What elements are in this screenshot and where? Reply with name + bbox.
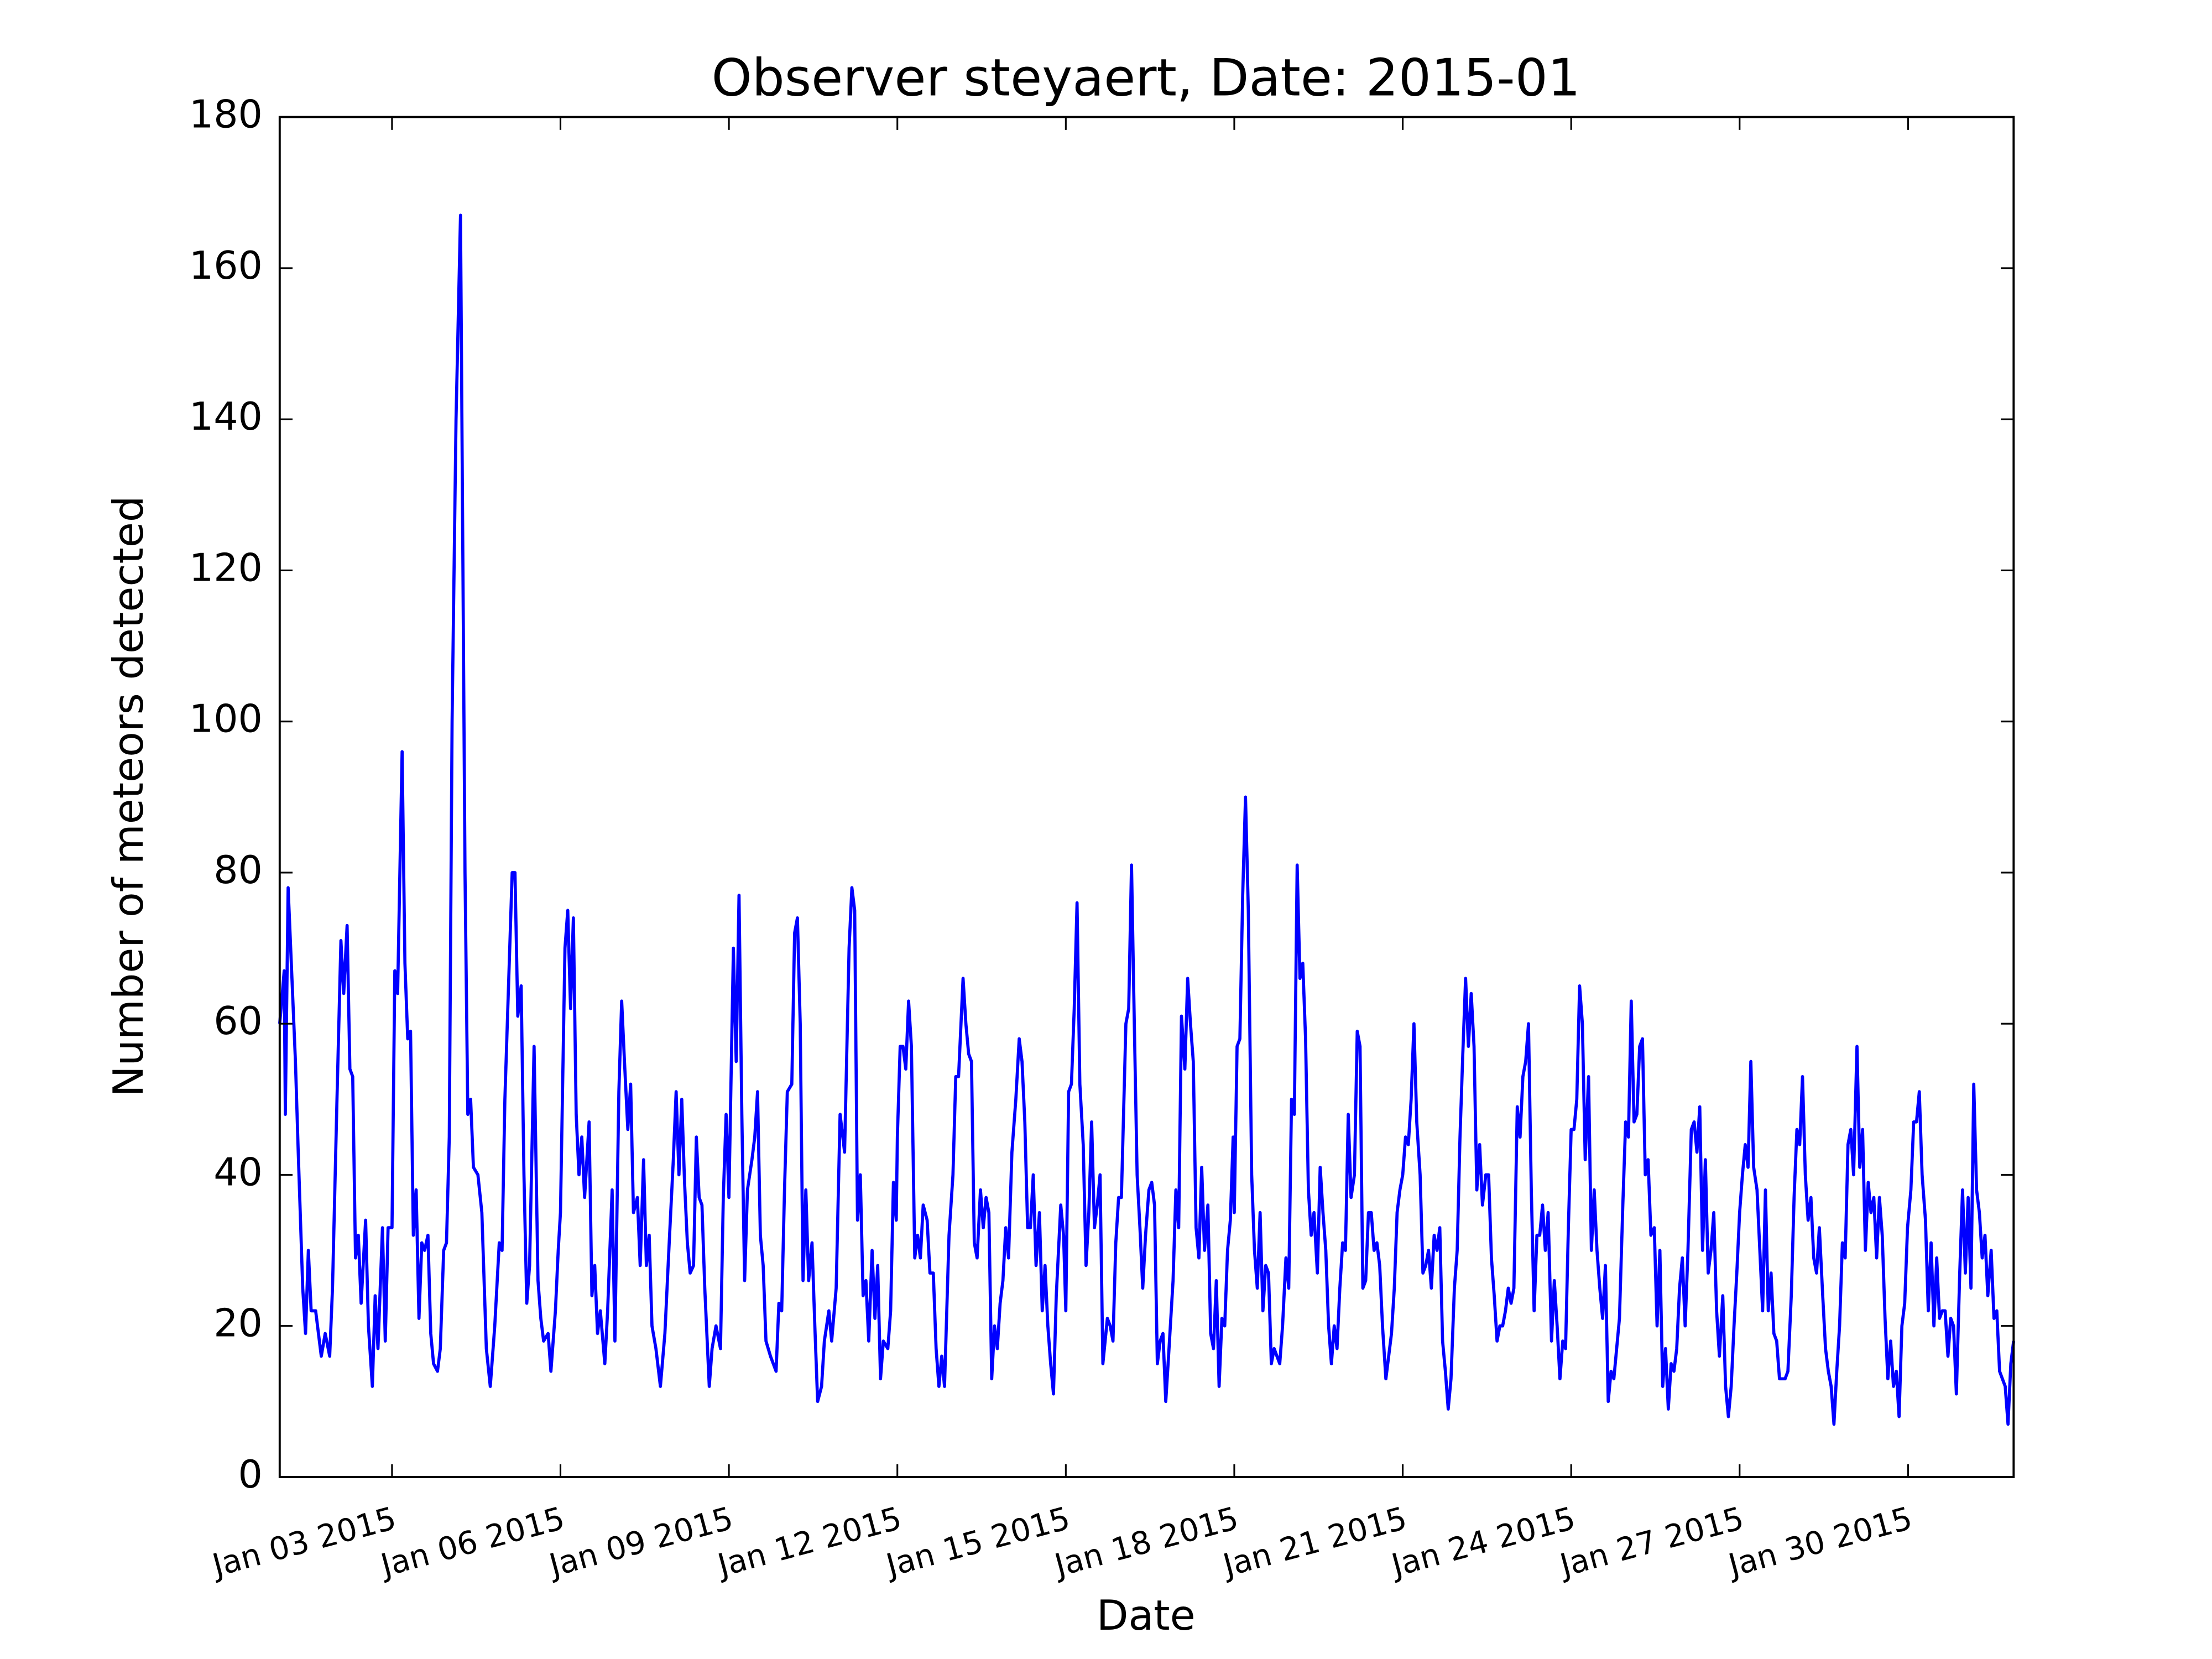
y-tick-label: 80 [213,848,263,893]
y-tick-label: 140 [189,394,263,439]
y-tick-label: 100 [189,697,263,742]
y-tick-label: 0 [238,1452,263,1497]
y-axis-label: Number of meteors detected [105,496,153,1097]
y-tick-label: 160 [189,243,263,288]
chart-title: Observer steyaert, Date: 2015-01 [712,48,1580,107]
y-tick-label: 40 [213,1150,263,1194]
plot-frame [278,116,2015,1478]
y-tick-label: 120 [189,545,263,590]
y-tick-label: 60 [213,999,263,1044]
x-axis-label: Date [1097,1592,1196,1640]
y-tick-label: 180 [189,92,263,137]
y-tick-label: 20 [213,1301,263,1346]
data-line [278,213,2016,1426]
